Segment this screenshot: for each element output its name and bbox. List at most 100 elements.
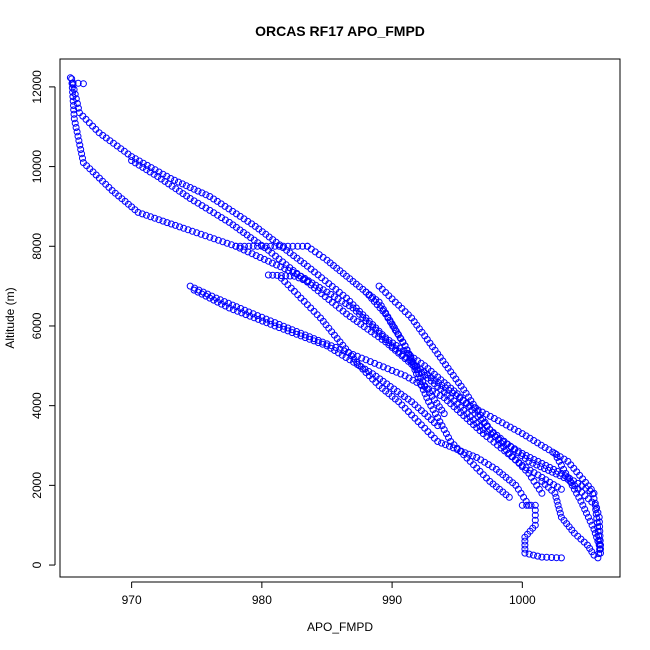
data-point (178, 180, 186, 188)
data-point (434, 414, 442, 422)
data-point (350, 358, 358, 366)
data-point (198, 189, 206, 197)
data-point (228, 241, 235, 249)
data-point (434, 438, 442, 445)
data-point (358, 354, 366, 362)
data-point (483, 422, 491, 430)
data-point (529, 551, 537, 559)
data-point (553, 554, 560, 562)
data-point (264, 257, 272, 265)
data-point (171, 176, 179, 184)
data-point (259, 317, 266, 325)
data-point (537, 463, 545, 471)
x-tick-label: 1000 (509, 593, 536, 607)
data-point (472, 404, 480, 412)
data-point (421, 382, 429, 390)
data-point (521, 549, 529, 557)
data-point (236, 242, 244, 250)
data-point (406, 354, 414, 362)
data-point (281, 265, 289, 273)
data-point (538, 553, 546, 561)
data-point (404, 350, 412, 358)
data-point (440, 426, 448, 434)
data-point (346, 356, 354, 364)
data-point (323, 342, 331, 350)
data-point (316, 284, 323, 291)
data-point (267, 320, 275, 328)
data-point (229, 306, 237, 314)
data-point (273, 261, 280, 269)
data-point (331, 347, 339, 354)
data-point (248, 250, 256, 258)
data-point (469, 400, 477, 408)
data-point (562, 469, 570, 477)
data-point (288, 326, 296, 334)
data-point (267, 317, 274, 325)
data-point (414, 374, 422, 382)
data-point (159, 217, 167, 225)
data-point (555, 505, 563, 513)
data-point (165, 180, 172, 188)
data-point (271, 322, 279, 330)
data-point (327, 344, 335, 352)
data-point (206, 294, 214, 302)
data-point (433, 399, 441, 407)
data-point (534, 457, 542, 465)
data-point (206, 233, 214, 241)
data-point (147, 213, 155, 221)
data-point (436, 418, 444, 426)
data-point (306, 333, 314, 341)
data-point (332, 343, 340, 351)
data-point (297, 329, 305, 337)
data-point (384, 365, 392, 373)
data-point (260, 255, 268, 263)
data-point (139, 163, 147, 171)
data-point (197, 230, 205, 238)
data-point (415, 370, 423, 378)
data-point (399, 338, 407, 346)
data-point (73, 100, 81, 107)
data-point (395, 331, 403, 339)
data-point (502, 421, 510, 429)
data-point (434, 422, 442, 430)
data-point (70, 106, 78, 114)
data-point (462, 389, 470, 397)
data-point (73, 128, 81, 136)
data-point (70, 86, 78, 93)
data-point (554, 467, 561, 475)
data-point (221, 302, 229, 310)
data-point (176, 223, 184, 231)
data-point (319, 338, 327, 346)
data-point (280, 325, 288, 333)
data-point (345, 302, 353, 310)
data-point (522, 432, 530, 440)
data-point (361, 365, 369, 373)
data-point (218, 300, 225, 308)
data-point (179, 190, 187, 198)
data-point (263, 319, 271, 327)
data-point (284, 324, 292, 332)
data-point (581, 505, 589, 513)
data-point (128, 153, 136, 161)
data-point (403, 346, 411, 354)
data-point (527, 501, 535, 509)
data-point (382, 309, 390, 317)
data-point (258, 313, 266, 321)
data-point (68, 84, 76, 92)
data-point (591, 501, 599, 509)
data-point (564, 473, 572, 481)
data-point (69, 81, 77, 89)
data-point (586, 517, 594, 525)
data-point (438, 422, 446, 430)
data-point (583, 509, 590, 517)
data-point (557, 485, 565, 493)
data-point (560, 465, 568, 473)
data-point (408, 358, 416, 366)
data-point (526, 434, 534, 442)
data-point (521, 533, 529, 541)
data-point (180, 224, 188, 232)
data-point (486, 412, 494, 420)
chart-title: ORCAS RF17 APO_FMPD (255, 23, 425, 39)
data-point (521, 537, 529, 545)
data-point (74, 104, 82, 112)
